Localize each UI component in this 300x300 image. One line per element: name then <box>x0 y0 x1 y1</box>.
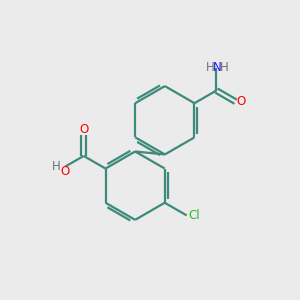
Text: Cl: Cl <box>188 209 200 223</box>
Text: O: O <box>79 123 88 136</box>
Text: H: H <box>52 160 61 172</box>
Text: N: N <box>213 61 221 74</box>
Text: O: O <box>60 165 69 178</box>
Text: H: H <box>220 61 228 74</box>
Text: O: O <box>236 95 246 108</box>
Text: H: H <box>206 61 214 74</box>
